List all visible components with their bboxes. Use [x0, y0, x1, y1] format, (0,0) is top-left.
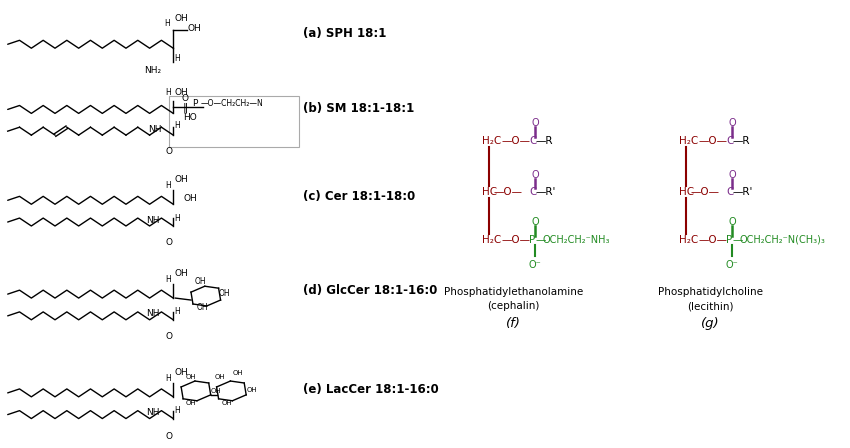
Text: H: H [174, 307, 180, 316]
Text: OH: OH [187, 24, 201, 33]
Text: O: O [166, 432, 173, 441]
Text: —R': —R' [536, 187, 556, 198]
Text: —O—: —O— [690, 187, 720, 198]
Text: OH: OH [195, 277, 207, 286]
Text: —O—: —O— [699, 136, 728, 146]
Text: OH: OH [185, 400, 196, 406]
Text: (c) Cer 18:1-18:0: (c) Cer 18:1-18:0 [303, 190, 416, 203]
Text: C: C [529, 136, 536, 146]
Text: (b) SM 18:1-18:1: (b) SM 18:1-18:1 [303, 102, 415, 115]
Text: H₂C: H₂C [482, 235, 501, 245]
Text: NH: NH [148, 125, 162, 134]
Text: O: O [531, 118, 539, 128]
Text: OH: OH [183, 194, 197, 203]
Text: —: — [536, 235, 547, 245]
Text: OH: OH [174, 368, 188, 377]
Text: OCH₂CH₂⁻NH₃: OCH₂CH₂⁻NH₃ [543, 235, 610, 245]
Text: —O—: —O— [699, 235, 728, 245]
Text: —O—: —O— [502, 235, 530, 245]
Text: (d) GlcCer 18:1-16:0: (d) GlcCer 18:1-16:0 [303, 284, 438, 297]
Text: OH: OH [174, 13, 188, 22]
Text: —R: —R [536, 136, 553, 146]
Text: C: C [529, 187, 536, 198]
Text: O: O [166, 147, 173, 156]
Text: (a) SPH 18:1: (a) SPH 18:1 [303, 27, 387, 40]
Text: OH: OH [211, 388, 221, 394]
Text: P: P [192, 99, 198, 108]
Text: H: H [166, 374, 172, 383]
Text: H: H [174, 121, 180, 130]
Text: —: — [733, 235, 744, 245]
Text: HC: HC [679, 187, 694, 198]
Text: OH: OH [221, 400, 232, 406]
Text: OH: OH [185, 374, 196, 380]
Text: —R': —R' [733, 187, 753, 198]
Text: O⁻: O⁻ [529, 259, 541, 270]
Text: H: H [174, 214, 180, 223]
Text: O: O [182, 94, 189, 103]
Text: C: C [726, 136, 734, 146]
Text: OH: OH [174, 269, 188, 278]
Text: (e) LacCer 18:1-16:0: (e) LacCer 18:1-16:0 [303, 383, 439, 396]
Text: OH: OH [246, 387, 257, 393]
Text: O: O [166, 332, 173, 340]
Text: HO: HO [183, 113, 197, 122]
Text: NH: NH [146, 215, 160, 224]
Text: NH: NH [146, 408, 160, 417]
Text: —O—: —O— [494, 187, 523, 198]
Text: H₂C: H₂C [482, 136, 501, 146]
Text: (f): (f) [506, 317, 521, 330]
Text: O: O [728, 217, 736, 227]
Text: —O—: —O— [502, 136, 530, 146]
Text: OH: OH [218, 289, 230, 298]
Text: (lecithin): (lecithin) [687, 301, 734, 311]
Text: OH: OH [174, 88, 188, 97]
Text: O: O [166, 238, 173, 247]
Text: O: O [531, 170, 539, 180]
Text: O: O [728, 170, 736, 180]
Text: (g): (g) [701, 317, 720, 330]
Text: O: O [531, 217, 539, 227]
Text: P: P [529, 235, 536, 245]
Text: C: C [726, 187, 734, 198]
Text: H: H [165, 19, 170, 29]
Text: H: H [166, 275, 172, 284]
Text: —O—CH₂CH₂—N: —O—CH₂CH₂—N [201, 99, 264, 108]
FancyBboxPatch shape [169, 95, 299, 147]
Text: H: H [166, 181, 172, 190]
Text: ‖: ‖ [183, 102, 188, 113]
Text: OCH₂CH₂⁻N(CH₃)₃: OCH₂CH₂⁻N(CH₃)₃ [740, 235, 825, 245]
Text: Phosphatidylethanolamine: Phosphatidylethanolamine [444, 287, 583, 297]
Text: NH₂: NH₂ [144, 66, 162, 75]
Text: H: H [174, 406, 180, 415]
Text: OH: OH [174, 176, 188, 185]
Text: —R: —R [733, 136, 751, 146]
Text: H: H [166, 88, 172, 97]
Text: H₂C: H₂C [679, 136, 698, 146]
Text: H₂C: H₂C [679, 235, 698, 245]
Text: NH: NH [146, 310, 160, 319]
Text: OH: OH [233, 370, 244, 376]
Text: (cephalin): (cephalin) [487, 301, 540, 311]
Text: O: O [728, 118, 736, 128]
Text: OH: OH [197, 303, 208, 312]
Text: H: H [174, 54, 180, 63]
Text: O⁻: O⁻ [726, 259, 739, 270]
Text: OH: OH [215, 374, 225, 380]
Text: Phosphatidylcholine: Phosphatidylcholine [658, 287, 762, 297]
Text: HC: HC [482, 187, 496, 198]
Text: P: P [726, 235, 733, 245]
